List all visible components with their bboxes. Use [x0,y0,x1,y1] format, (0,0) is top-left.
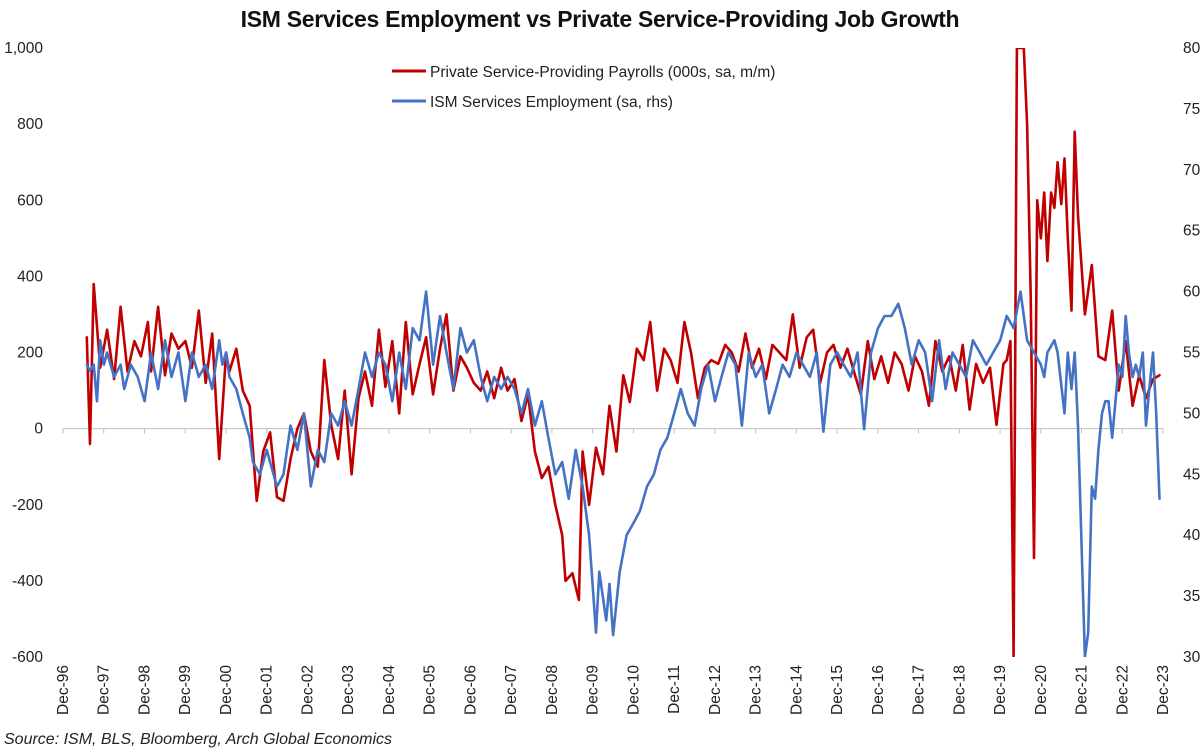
y-right-tick-label: 55 [1183,345,1200,362]
x-tick-label: Dec-14 [788,665,805,715]
x-tick-label: Dec-19 [992,665,1009,715]
y-right-tick-label: 80 [1183,40,1200,57]
x-tick-label: Dec-98 [136,665,153,715]
x-tick-label: Dec-23 [1155,665,1172,715]
y-left-tick-label: 400 [17,268,43,285]
x-tick-label: Dec-11 [666,665,683,714]
x-tick-label: Dec-99 [177,665,194,715]
y-right-tick-label: 75 [1183,101,1200,118]
y-left-tick-label: -200 [12,497,43,514]
x-tick-label: Dec-22 [1114,665,1131,715]
y-left-tick-label: 0 [34,421,43,438]
y-left-tick-label: -400 [12,573,43,590]
series-layer [85,48,1161,657]
source-note: Source: ISM, BLS, Bloomberg, Arch Global… [4,731,393,748]
x-tick-label: Dec-15 [829,665,846,715]
x-tick-label: Dec-20 [1033,665,1050,715]
x-tick-label: Dec-05 [422,665,439,715]
x-tick-label: Dec-97 [96,665,113,715]
x-tick-label: Dec-17 [911,665,928,715]
x-tick-label: Dec-10 [625,665,642,715]
y-left-tick-label: -600 [12,649,43,666]
series-payrolls-line [85,48,1161,657]
x-tick-label: Dec-04 [381,665,398,715]
x-tick-label: Dec-96 [55,665,72,715]
y-right-tick-label: 45 [1183,466,1200,483]
y-right-tick-label: 35 [1183,588,1200,605]
x-tick-label: Dec-16 [870,665,887,715]
y-left-tick-label: 200 [17,345,43,362]
y-right-tick-label: 40 [1183,527,1200,544]
chart-title: ISM Services Employment vs Private Servi… [240,6,960,32]
x-tick-label: Dec-02 [299,665,316,715]
legend-entry-label: Private Service-Providing Payrolls (000s… [430,64,775,81]
y-right-tick-label: 65 [1183,223,1200,240]
x-tick-label: Dec-12 [707,665,724,715]
x-tick-label: Dec-13 [748,665,765,715]
x-tick-label: Dec-07 [503,665,520,715]
x-tick-label: Dec-18 [951,665,968,715]
axes-layer: Dec-96 Dec-97 Dec-98 Dec-99 Dec-00 Dec-01 Dec-… [4,40,1200,715]
legend: Private Service-Providing Payrolls (000s… [392,64,775,111]
legend-entry-label: ISM Services Employment (sa, rhs) [430,94,673,111]
y-left-tick-label: 1,000 [4,40,43,57]
x-tick-label: Dec-21 [1074,665,1091,715]
x-tick-label: Dec-08 [544,665,561,715]
x-tick-label: Dec-00 [218,665,235,715]
y-right-tick-label: 50 [1183,405,1200,422]
y-left-tick-label: 800 [17,116,43,133]
x-tick-label: Dec-09 [585,665,602,715]
series-ism-employment-line [85,290,1161,657]
y-right-tick-label: 60 [1183,284,1200,301]
x-tick-label: Dec-06 [462,665,479,715]
y-right-tick-label: 70 [1183,162,1200,179]
y-right-tick-label: 30 [1183,649,1200,666]
y-left-tick-label: 600 [17,192,43,209]
x-tick-label: Dec-03 [340,665,357,715]
x-tick-label: Dec-01 [259,665,276,715]
